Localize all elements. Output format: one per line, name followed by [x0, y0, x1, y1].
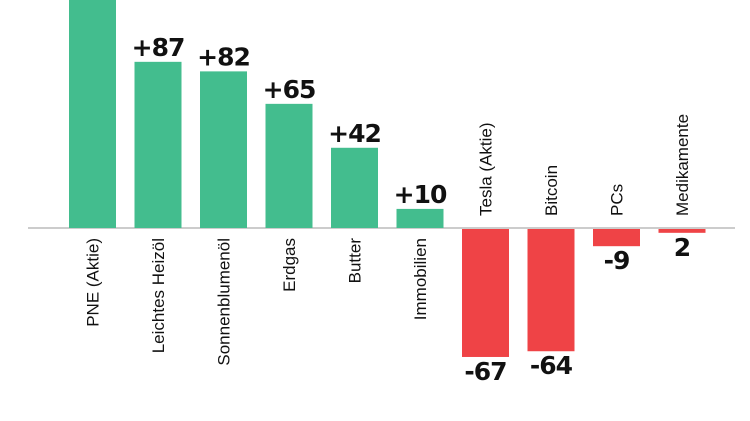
bar-sonnenblumen-l: [200, 71, 247, 228]
value-label: +65: [263, 75, 316, 104]
bars-group: [69, 0, 706, 357]
value-label: +10: [394, 180, 447, 209]
category-label: Medikamente: [673, 114, 692, 216]
category-label: Bitcoin: [542, 165, 561, 216]
value-label: -67: [464, 357, 506, 386]
category-label: PCs: [608, 184, 627, 216]
value-label: +42: [328, 119, 381, 148]
bar-tesla-aktie: [462, 229, 509, 357]
category-labels-group: PNE (Aktie) Leichtes Heizöl Sonnenblumenöl…: [84, 114, 693, 366]
value-label: -9: [604, 246, 630, 275]
value-label: +87: [132, 33, 185, 62]
category-label: Leichtes Heizöl: [149, 238, 168, 353]
category-label: PNE (Aktie): [84, 238, 103, 327]
value-labels-group: +87 +82 +65 +42 +10 -67 -64 -9 2: [132, 33, 692, 386]
bar-bitcoin: [527, 229, 575, 352]
bar-erdgas: [265, 103, 313, 228]
bar-pne-aktie: [69, 0, 116, 228]
bar-medikamente: [658, 229, 706, 233]
bar-immobilien: [396, 208, 444, 228]
bar-pcs: [593, 229, 640, 247]
category-label: Erdgas: [280, 238, 299, 292]
category-label: Tesla (Aktie): [477, 122, 496, 216]
category-label: Sonnenblumenöl: [215, 238, 234, 366]
value-label: 2: [674, 233, 690, 262]
category-label: Butter: [346, 238, 365, 284]
bar-butter: [331, 147, 378, 228]
category-label: Immobilien: [411, 238, 430, 320]
value-label: +82: [197, 42, 250, 71]
bar-leichtes-heiz-l: [134, 61, 182, 228]
value-label: -64: [530, 351, 573, 380]
